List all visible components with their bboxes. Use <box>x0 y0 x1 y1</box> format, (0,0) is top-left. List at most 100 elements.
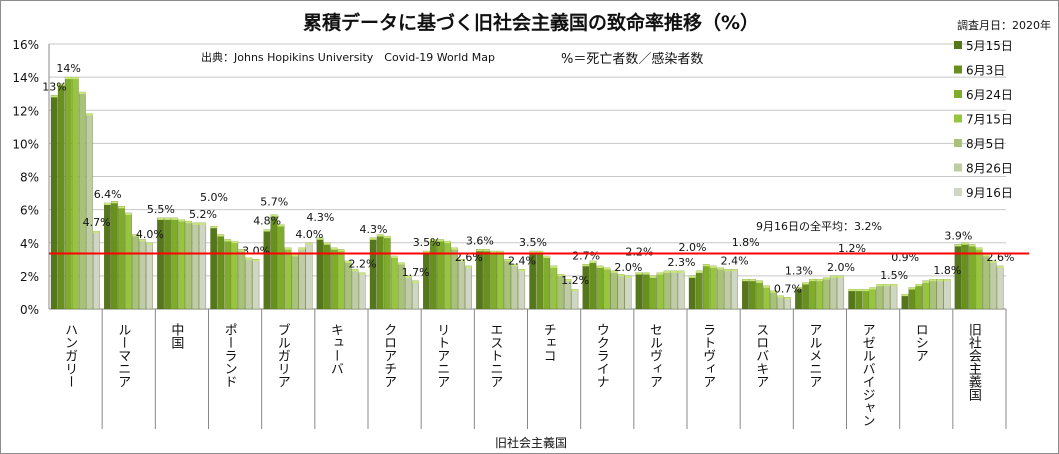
bar <box>490 250 497 310</box>
bar-cap <box>178 219 185 222</box>
bar <box>543 255 551 310</box>
category-label: セルヴィア <box>647 323 663 388</box>
bar-cap <box>571 289 579 292</box>
bar <box>663 270 671 310</box>
bar-cap <box>908 287 916 290</box>
bar <box>465 265 472 310</box>
bar <box>642 272 650 310</box>
data-label: 2.0% <box>827 261 855 274</box>
bar-cap <box>86 113 93 116</box>
bar-cap <box>291 254 299 257</box>
bar-cap <box>199 222 206 225</box>
bar <box>139 239 146 310</box>
bar-cap <box>252 259 260 262</box>
bar-cap <box>968 244 976 247</box>
bar <box>677 270 685 310</box>
data-label: 4.3% <box>360 223 388 236</box>
bar-cap <box>922 280 930 283</box>
bar-cap <box>277 224 285 227</box>
bar-cap <box>210 226 217 229</box>
y-tick-label: 14% <box>12 71 39 85</box>
bar <box>816 279 823 310</box>
data-label: 4.7% <box>83 216 111 229</box>
bar-cap <box>624 275 632 278</box>
legend-swatch <box>954 41 962 49</box>
data-label: 4.0% <box>136 228 164 241</box>
bar <box>238 249 246 310</box>
bar <box>192 222 200 310</box>
bar <box>411 280 419 310</box>
category-label: ルーマニア <box>115 323 130 388</box>
bar-cap <box>465 265 472 268</box>
data-label: 1.8% <box>732 236 760 249</box>
bar-cap <box>536 251 543 254</box>
category-label: ポーランド <box>222 323 237 388</box>
bar-cap <box>284 247 292 250</box>
source-note: 出典：Johns Hopikins University Covid-19 Wo… <box>201 50 495 64</box>
bar-cap <box>157 217 164 220</box>
bar <box>437 239 444 310</box>
bar-cap <box>79 92 86 95</box>
bar <box>185 221 193 310</box>
bar-cap <box>809 279 816 282</box>
bar-cap <box>689 275 696 278</box>
data-label: 3.5% <box>519 236 547 249</box>
average-note: 9月16日の全平均：3.2% <box>756 219 882 233</box>
data-label: 2.7% <box>572 249 600 262</box>
y-tick-label: 4% <box>20 237 39 251</box>
bar-cap <box>298 247 306 250</box>
bar <box>603 267 611 310</box>
bar-cap <box>423 251 430 254</box>
bar <box>855 288 863 310</box>
bar <box>404 275 412 310</box>
bar <box>430 239 437 310</box>
bar <box>376 234 384 310</box>
bar <box>92 231 100 310</box>
data-label: 2.0% <box>679 241 707 254</box>
bar-cap <box>656 272 664 275</box>
bar <box>617 274 625 310</box>
bar-cap <box>830 275 837 278</box>
bar-cap <box>316 237 324 240</box>
bar-cap <box>936 279 944 282</box>
bar-cap <box>139 239 146 242</box>
bar <box>270 214 278 310</box>
bar <box>511 264 519 310</box>
category-label: ブルガリア <box>275 322 290 388</box>
y-tick-label: 12% <box>12 104 39 118</box>
bar <box>624 275 632 310</box>
bar-cap <box>596 265 604 268</box>
bar-cap <box>245 257 253 260</box>
data-label: 2.0% <box>614 261 642 274</box>
bar-cap <box>848 289 855 292</box>
legend-swatch <box>954 90 962 98</box>
bar <box>390 255 398 310</box>
bar <box>688 275 696 310</box>
bar-cap <box>518 269 525 272</box>
data-label: 3.9% <box>944 229 972 242</box>
bar-cap <box>51 95 58 98</box>
bar <box>497 250 504 310</box>
chart-title: 累積データに基づく旧社会主義国の致命率推移（%） <box>303 11 759 34</box>
bar-cap <box>224 239 231 242</box>
bar-cap <box>989 260 997 263</box>
bar-cap <box>483 249 490 252</box>
bar <box>996 265 1004 310</box>
bar <box>802 282 809 310</box>
bar <box>291 254 299 310</box>
data-label: 5.2% <box>189 208 217 221</box>
bar <box>252 259 260 310</box>
category-label: 中国 <box>168 323 183 349</box>
bar-cap <box>749 279 756 282</box>
formula-note: %＝死亡者数／感染者数 <box>561 51 703 67</box>
bar-cap <box>104 203 111 205</box>
bar <box>64 76 72 310</box>
bar-cap <box>589 260 597 263</box>
bar <box>125 212 132 310</box>
bar-cap <box>564 279 572 282</box>
bar-cap <box>724 269 731 272</box>
category-label: チェコ <box>541 323 556 362</box>
bar-cap <box>497 251 504 254</box>
bar-cap <box>398 262 405 265</box>
